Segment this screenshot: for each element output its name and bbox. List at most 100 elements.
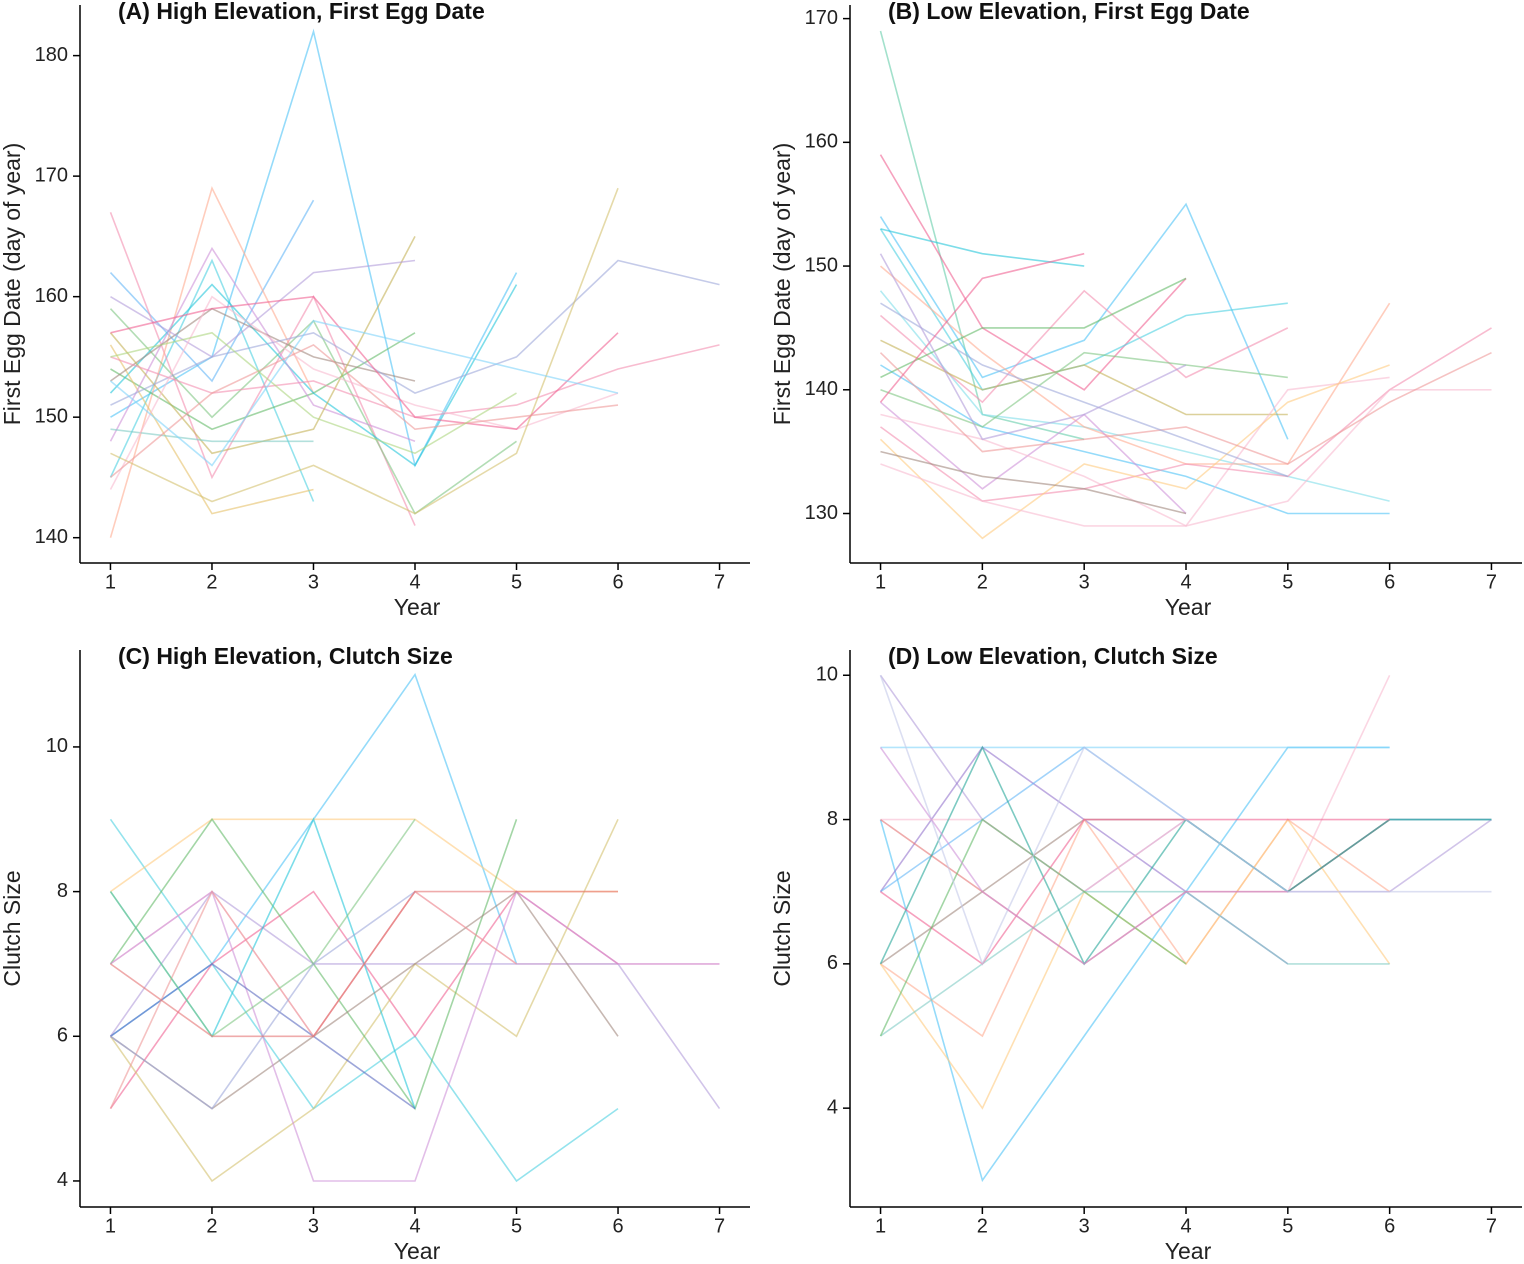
series-line <box>879 202 1289 440</box>
series-line <box>879 746 1289 965</box>
series-line <box>880 351 1288 428</box>
x-tick-label: 4 <box>1180 571 1191 593</box>
x-tick-label: 6 <box>612 571 623 593</box>
series-line <box>109 295 619 490</box>
series-line <box>880 376 1390 527</box>
y-axis-label: First Egg Date (day of year) <box>0 143 25 426</box>
series-line <box>109 344 314 515</box>
x-tick-label: 3 <box>1079 1215 1090 1237</box>
series-line <box>110 259 720 406</box>
series-line <box>109 199 315 383</box>
series-line <box>109 890 517 1109</box>
y-tick-label: 170 <box>805 7 838 29</box>
panel-title: (B) Low Elevation, First Egg Date <box>888 0 1250 24</box>
x-tick-label: 6 <box>1384 1215 1395 1237</box>
series-line <box>880 389 1492 527</box>
y-axis-label: First Egg Date (day of year) <box>769 143 795 426</box>
y-tick-label: 160 <box>805 131 838 153</box>
series-line <box>880 339 1288 416</box>
y-axis-label: Clutch Size <box>769 870 795 986</box>
x-tick-label: 5 <box>511 1215 522 1237</box>
series-line <box>879 675 1492 967</box>
x-tick-label: 1 <box>105 571 116 593</box>
series-line <box>110 890 618 1038</box>
series-line <box>880 818 1390 966</box>
series-line <box>110 295 619 431</box>
series-line <box>879 252 1085 403</box>
x-tick-label: 7 <box>1486 571 1497 593</box>
x-axis-label: Year <box>394 594 441 620</box>
series-line <box>879 746 1288 965</box>
series-line <box>879 401 1187 515</box>
series-line <box>109 319 619 467</box>
y-tick-label: 4 <box>57 1169 68 1191</box>
series-line <box>110 331 517 455</box>
y-tick-label: 8 <box>57 880 68 902</box>
x-tick-label: 2 <box>977 571 988 593</box>
x-tick-label: 2 <box>206 1215 217 1237</box>
x-tick-label: 7 <box>714 571 725 593</box>
y-tick-label: 130 <box>805 502 838 524</box>
panel-title: (C) High Elevation, Clutch Size <box>118 643 453 669</box>
series-line <box>879 265 1391 465</box>
series-line <box>880 450 1187 515</box>
x-tick-label: 5 <box>1282 1215 1293 1237</box>
series-line <box>110 28 518 468</box>
y-tick-label: 180 <box>35 44 68 66</box>
y-tick-label: 160 <box>35 285 68 307</box>
y-tick-label: 8 <box>827 808 838 830</box>
series-line <box>879 745 1492 966</box>
series-line <box>110 428 314 443</box>
series-line <box>879 289 1289 404</box>
y-tick-label: 150 <box>805 254 838 276</box>
series-line <box>880 302 1289 478</box>
x-tick-label: 3 <box>1079 571 1090 593</box>
x-tick-label: 4 <box>1180 1215 1191 1237</box>
y-tick-label: 140 <box>35 526 68 548</box>
series-line <box>109 186 315 538</box>
series-line <box>879 253 1187 441</box>
y-tick-label: 140 <box>805 378 838 400</box>
series-line <box>109 343 619 479</box>
x-tick-label: 4 <box>409 1215 420 1237</box>
series-line <box>879 290 1390 502</box>
y-tick-label: 10 <box>46 735 68 757</box>
x-tick-label: 6 <box>612 1215 623 1237</box>
series-line <box>880 674 1391 893</box>
panel-title: (D) Low Elevation, Clutch Size <box>888 643 1218 669</box>
y-tick-label: 4 <box>827 1096 838 1118</box>
series-line <box>879 674 1492 893</box>
x-tick-label: 7 <box>1486 1215 1497 1237</box>
series-line <box>109 890 721 1110</box>
y-tick-label: 6 <box>57 1025 68 1047</box>
x-tick-label: 1 <box>875 571 886 593</box>
panel-title: (A) High Elevation, First Egg Date <box>118 0 485 24</box>
x-tick-label: 5 <box>1282 571 1293 593</box>
series-line <box>109 818 416 1038</box>
series-line <box>109 258 315 502</box>
x-tick-label: 6 <box>1384 571 1395 593</box>
y-tick-label: 150 <box>35 405 68 427</box>
x-tick-label: 7 <box>714 1215 725 1237</box>
series-line <box>110 259 416 358</box>
series-line <box>110 187 619 515</box>
x-tick-label: 1 <box>875 1215 886 1237</box>
series-line <box>880 277 1187 379</box>
series-line <box>110 672 518 1037</box>
series-line <box>109 283 518 467</box>
y-tick-label: 170 <box>35 164 68 186</box>
x-tick-label: 3 <box>308 571 319 593</box>
x-axis-label: Year <box>1165 1238 1212 1264</box>
x-axis-label: Year <box>394 1238 441 1264</box>
x-axis-label: Year <box>1165 594 1212 620</box>
x-tick-label: 4 <box>409 571 420 593</box>
y-axis-label: Clutch Size <box>0 870 25 986</box>
series-line <box>879 364 1390 540</box>
x-tick-label: 2 <box>977 1215 988 1237</box>
x-tick-label: 3 <box>308 1215 319 1237</box>
series-line <box>879 351 1492 465</box>
y-tick-label: 6 <box>827 952 838 974</box>
x-tick-label: 5 <box>511 571 522 593</box>
y-tick-label: 10 <box>816 664 838 686</box>
